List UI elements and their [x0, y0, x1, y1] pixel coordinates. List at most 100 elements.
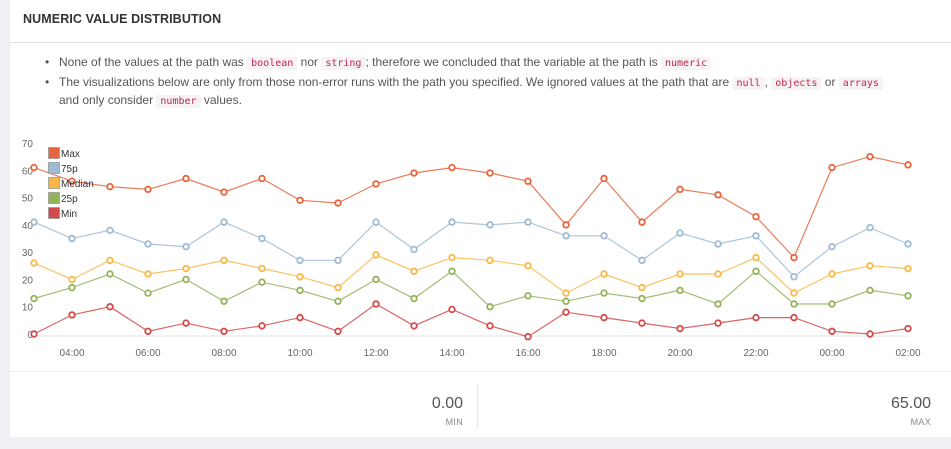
code-boolean: boolean — [247, 57, 298, 70]
data-point — [296, 256, 304, 265]
min-value: 0.00 — [431, 395, 463, 412]
legend-item-max[interactable]: Max — [48, 147, 80, 161]
series-min — [30, 300, 912, 341]
legend-item-median[interactable]: Median — [48, 177, 94, 191]
data-point — [220, 218, 228, 226]
data-point — [562, 221, 570, 229]
data-point — [676, 270, 684, 278]
data-point — [752, 253, 760, 262]
code-numeric: numeric — [660, 57, 712, 70]
data-point — [638, 294, 646, 303]
note-text: ; therefore we concluded that the variab… — [365, 55, 658, 69]
data-point — [448, 253, 456, 262]
data-point — [258, 234, 266, 243]
data-point — [904, 161, 912, 169]
data-point — [790, 253, 798, 262]
note-text: None of the values at the path was — [59, 55, 244, 69]
data-point — [714, 300, 722, 308]
data-point — [828, 163, 836, 172]
data-point — [600, 174, 608, 183]
data-point — [600, 313, 608, 322]
note-type-inference: None of the values at the path was boole… — [42, 54, 942, 72]
x-tick-label: 08:00 — [211, 348, 236, 359]
data-point — [258, 264, 266, 273]
data-point — [714, 319, 722, 327]
data-point — [182, 264, 190, 273]
legend-label: Max — [61, 149, 80, 160]
max-label: MAX — [910, 417, 931, 427]
data-point — [334, 283, 342, 292]
data-point — [752, 232, 760, 240]
stats-separator — [477, 384, 478, 428]
data-point — [30, 218, 38, 226]
numeric-distribution-card: NUMERIC VALUE DISTRIBUTION None of the v… — [10, 0, 951, 437]
data-point — [638, 283, 646, 292]
legend-item-min[interactable]: Min — [48, 207, 78, 221]
legend-swatch — [48, 207, 60, 219]
data-point — [220, 327, 228, 335]
y-tick-label: 60 — [22, 166, 34, 177]
data-point — [68, 311, 76, 319]
data-point — [562, 308, 570, 316]
data-point — [296, 313, 304, 322]
series-75p — [30, 218, 912, 281]
y-tick-label: 0 — [27, 330, 33, 341]
note-text: or — [824, 75, 836, 89]
data-point — [182, 319, 190, 327]
data-point — [410, 322, 418, 330]
legend-item-25p[interactable]: 25p — [48, 192, 79, 206]
data-point — [296, 196, 304, 204]
legend-item-75p[interactable]: 75p — [48, 162, 79, 176]
data-point — [372, 218, 380, 226]
data-point — [828, 327, 836, 335]
data-point — [752, 267, 760, 275]
x-tick-label: 16:00 — [515, 348, 540, 359]
data-point — [106, 270, 114, 278]
data-point — [600, 289, 608, 297]
data-point — [68, 177, 76, 185]
data-point — [524, 177, 532, 185]
data-point — [866, 223, 874, 232]
data-point — [258, 278, 266, 286]
data-point — [144, 185, 152, 194]
code-objects: objects — [771, 77, 822, 90]
legend[interactable]: Max 75p Median 25p Min — [48, 147, 94, 221]
data-point — [144, 240, 152, 248]
data-point — [600, 270, 608, 278]
data-point — [486, 256, 494, 265]
series-25p — [30, 267, 912, 311]
data-point — [524, 218, 532, 226]
note-ignored-values: The visualizations below are only from t… — [42, 74, 942, 110]
data-point — [220, 188, 228, 196]
data-point — [106, 303, 114, 311]
data-point — [144, 289, 152, 297]
data-point — [714, 240, 722, 248]
data-point — [866, 262, 874, 270]
data-point — [448, 305, 456, 314]
x-tick-label: 20:00 — [667, 348, 692, 359]
series-line — [33, 254, 909, 294]
y-tick-label: 70 — [22, 139, 34, 150]
x-tick-label: 02:00 — [895, 348, 920, 359]
data-point — [410, 267, 418, 275]
data-point — [714, 191, 722, 199]
legend-swatch — [48, 147, 60, 159]
y-tick-label: 30 — [22, 248, 34, 259]
data-point — [486, 221, 494, 229]
card-header: NUMERIC VALUE DISTRIBUTION — [10, 0, 951, 43]
data-point — [904, 264, 912, 273]
data-point — [372, 300, 380, 308]
min-label: MIN — [445, 417, 463, 427]
x-tick-label: 04:00 — [59, 348, 84, 359]
code-number: number — [156, 95, 201, 108]
data-point — [30, 294, 38, 303]
data-point — [334, 327, 342, 335]
data-point — [448, 267, 456, 275]
code-null: null — [732, 77, 765, 90]
y-axis: 0 10 20 30 40 50 60 70 — [22, 139, 34, 341]
data-point — [448, 218, 456, 226]
data-point — [372, 275, 380, 284]
series-line — [33, 270, 909, 308]
data-point — [562, 232, 570, 240]
y-tick-label: 50 — [22, 194, 34, 205]
